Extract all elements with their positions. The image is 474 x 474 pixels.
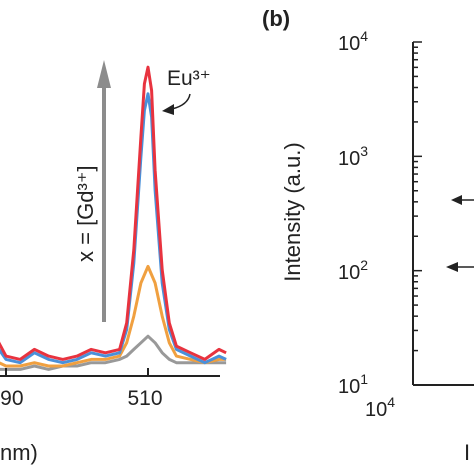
panel-a: 490 510 nm) x = [Gd³⁺] Eu³⁺ [0,60,227,465]
panel-a-xtick-label-510: 510 [127,387,162,410]
concentration-arrow-head [97,60,111,88]
panel-a-lines [0,65,227,371]
spectrum-line-0 [0,65,227,361]
panel-b-ytick-label-3: 103 [338,143,368,170]
panel-b-ytick-label-1: 101 [338,371,368,398]
eu-pointer-line [171,93,191,110]
panel-a-xtick-label-490: 490 [0,387,24,410]
panel-b: (b) Intensity (a.u.) 104 103 102 101 104… [262,6,474,465]
eu-pointer-head [162,104,174,115]
concentration-arrow-label: x = [Gd³⁺] [73,165,98,262]
panel-a-xlabel: nm) [0,440,38,465]
panel-b-xlabel: I [464,440,470,465]
spectrum-line-1 [0,92,227,365]
panel-b-label: (b) [262,6,290,31]
spectrum-line-3 [0,334,227,371]
arrow-upper-head [451,195,462,205]
spectrum-line-2 [0,264,227,368]
panel-b-ytick-label-4: 104 [338,28,368,55]
eu-peak-label: Eu³⁺ [167,67,211,90]
arrow-lower-head [446,262,458,272]
panel-b-ytick-label-2: 102 [338,257,368,284]
panel-b-xtick-label-4: 104 [365,394,395,421]
panel-b-ylabel: Intensity (a.u.) [280,142,305,281]
panel-b-yticks [413,41,422,386]
